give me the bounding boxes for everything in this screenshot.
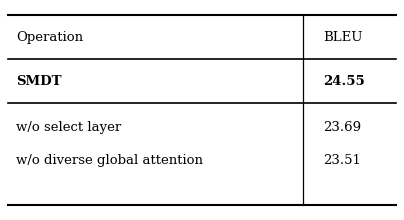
Text: 24.55: 24.55: [323, 75, 365, 88]
Text: 23.69: 23.69: [323, 121, 361, 134]
Text: Operation: Operation: [16, 31, 83, 44]
Text: w/o select layer: w/o select layer: [16, 121, 122, 134]
Text: 23.51: 23.51: [323, 154, 361, 167]
Text: SMDT: SMDT: [16, 75, 62, 88]
Text: w/o diverse global attention: w/o diverse global attention: [16, 154, 203, 167]
Text: BLEU: BLEU: [323, 31, 363, 44]
